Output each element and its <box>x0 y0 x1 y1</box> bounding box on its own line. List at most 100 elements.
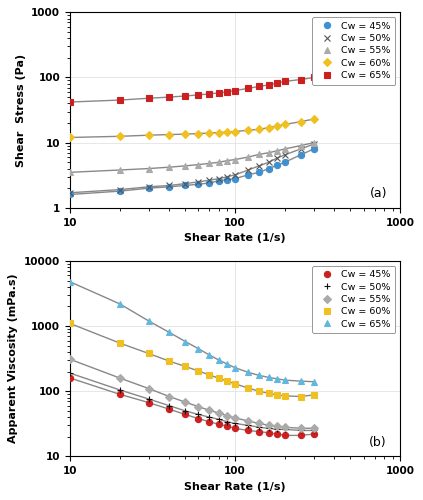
Cw = 55% <box>207 160 212 166</box>
Cw = 65% <box>298 76 303 82</box>
Cw = 45% <box>266 430 271 436</box>
Cw = 45% <box>67 192 72 198</box>
Cw = 45% <box>183 412 188 418</box>
Cw = 55% <box>298 142 303 148</box>
Cw = 55% <box>225 413 230 419</box>
Cw = 50% <box>246 167 251 173</box>
Cw = 60% <box>311 116 316 122</box>
Cw = 65% <box>311 378 316 384</box>
Cw = 60% <box>266 390 271 396</box>
Cw = 55% <box>225 158 230 164</box>
X-axis label: Shear Rate (1/s): Shear Rate (1/s) <box>184 233 286 243</box>
Cw = 55% <box>246 154 251 160</box>
Cw = 55% <box>246 418 251 424</box>
Cw = 65% <box>117 97 122 103</box>
Cw = 45% <box>282 159 287 165</box>
Line: Cw = 60%: Cw = 60% <box>67 116 317 140</box>
Cw = 45% <box>257 170 262 175</box>
Cw = 55% <box>117 375 122 381</box>
Cw = 60% <box>298 394 303 400</box>
Cw = 65% <box>225 361 230 367</box>
Cw = 50% <box>217 416 222 422</box>
Cw = 65% <box>146 318 151 324</box>
Cw = 60% <box>207 372 212 378</box>
Y-axis label: Shear  Stress (Pa): Shear Stress (Pa) <box>16 54 25 166</box>
Cw = 60% <box>266 124 271 130</box>
Line: Cw = 55%: Cw = 55% <box>67 140 317 175</box>
Cw = 45% <box>217 178 222 184</box>
Cw = 50% <box>246 422 251 428</box>
Cw = 60% <box>233 381 238 387</box>
Cw = 50% <box>207 177 212 183</box>
Cw = 60% <box>196 130 201 136</box>
Legend: Cw = 45%, Cw = 50%, Cw = 55%, Cw = 60%, Cw = 65%: Cw = 45%, Cw = 50%, Cw = 55%, Cw = 60%, … <box>312 266 396 334</box>
Cw = 65% <box>266 82 271 88</box>
Cw = 50% <box>217 176 222 182</box>
Cw = 50% <box>146 184 151 190</box>
Cw = 55% <box>311 426 316 432</box>
Cw = 55% <box>257 420 262 426</box>
Cw = 45% <box>233 176 238 182</box>
Cw = 65% <box>246 86 251 91</box>
Cw = 50% <box>167 182 172 188</box>
Cw = 65% <box>257 84 262 89</box>
Cw = 60% <box>246 127 251 133</box>
X-axis label: Shear Rate (1/s): Shear Rate (1/s) <box>184 482 286 492</box>
Cw = 55% <box>298 426 303 432</box>
Cw = 45% <box>298 432 303 438</box>
Cw = 55% <box>217 159 222 165</box>
Cw = 50% <box>233 420 238 426</box>
Cw = 45% <box>298 152 303 158</box>
Cw = 45% <box>67 375 72 381</box>
Cw = 60% <box>275 392 280 398</box>
Cw = 55% <box>311 140 316 145</box>
Cw = 45% <box>311 431 316 437</box>
Cw = 65% <box>146 95 151 101</box>
Cw = 60% <box>183 364 188 370</box>
Cw = 60% <box>196 368 201 374</box>
Cw = 55% <box>146 166 151 172</box>
Line: Cw = 60%: Cw = 60% <box>67 320 317 400</box>
Cw = 55% <box>275 148 280 154</box>
Cw = 65% <box>67 278 72 284</box>
Cw = 50% <box>225 419 230 425</box>
Cw = 65% <box>298 378 303 384</box>
Cw = 50% <box>282 426 287 432</box>
Cw = 65% <box>246 370 251 376</box>
Cw = 55% <box>183 163 188 169</box>
Cw = 60% <box>217 130 222 136</box>
Cw = 45% <box>282 432 287 438</box>
Cw = 50% <box>233 172 238 178</box>
Cw = 60% <box>117 340 122 346</box>
Cw = 45% <box>196 181 201 187</box>
Cw = 60% <box>183 131 188 137</box>
Cw = 55% <box>67 170 72 175</box>
Cw = 55% <box>217 410 222 416</box>
Cw = 45% <box>207 180 212 186</box>
Cw = 50% <box>183 180 188 186</box>
Cw = 50% <box>146 396 151 402</box>
Cw = 65% <box>225 89 230 95</box>
Cw = 50% <box>257 424 262 430</box>
Cw = 60% <box>282 393 287 399</box>
Cw = 65% <box>196 346 201 352</box>
Cw = 60% <box>311 392 316 398</box>
Cw = 45% <box>196 416 201 422</box>
Cw = 60% <box>257 126 262 132</box>
Cw = 55% <box>282 146 287 152</box>
Cw = 45% <box>257 428 262 434</box>
Cw = 50% <box>257 163 262 169</box>
Cw = 55% <box>233 156 238 162</box>
Cw = 45% <box>117 391 122 397</box>
Cw = 65% <box>275 376 280 382</box>
Text: (b): (b) <box>369 436 387 448</box>
Cw = 45% <box>207 419 212 425</box>
Cw = 55% <box>233 415 238 421</box>
Cw = 65% <box>183 93 188 99</box>
Cw = 50% <box>266 159 271 165</box>
Cw = 60% <box>298 118 303 124</box>
Legend: Cw = 45%, Cw = 50%, Cw = 55%, Cw = 60%, Cw = 65%: Cw = 45%, Cw = 50%, Cw = 55%, Cw = 60%, … <box>312 17 396 84</box>
Cw = 50% <box>67 190 72 196</box>
Cw = 65% <box>196 92 201 98</box>
Cw = 65% <box>233 364 238 370</box>
